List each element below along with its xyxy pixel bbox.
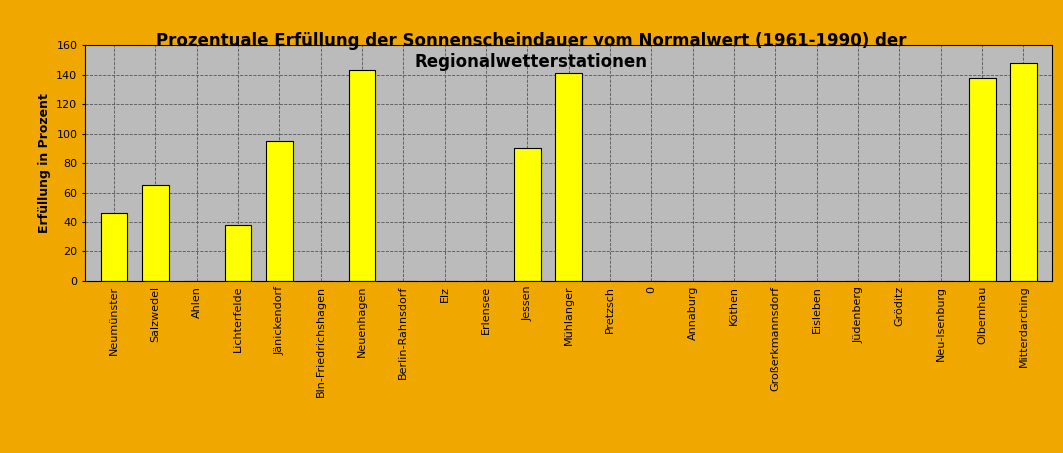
Bar [224, 225, 252, 281]
Text: Prozentuale Erfüllung der Sonnenscheindauer vom Normalwert (1961-1990) der
Regio: Prozentuale Erfüllung der Sonnenscheinda… [156, 32, 907, 71]
Bar [101, 213, 128, 281]
Bar [968, 78, 996, 281]
Bar [513, 148, 541, 281]
Bar [349, 70, 375, 281]
Bar [555, 73, 583, 281]
Bar [266, 141, 292, 281]
Y-axis label: Erfüllung in Prozent: Erfüllung in Prozent [37, 93, 51, 233]
Bar [141, 185, 169, 281]
Bar [1010, 63, 1036, 281]
